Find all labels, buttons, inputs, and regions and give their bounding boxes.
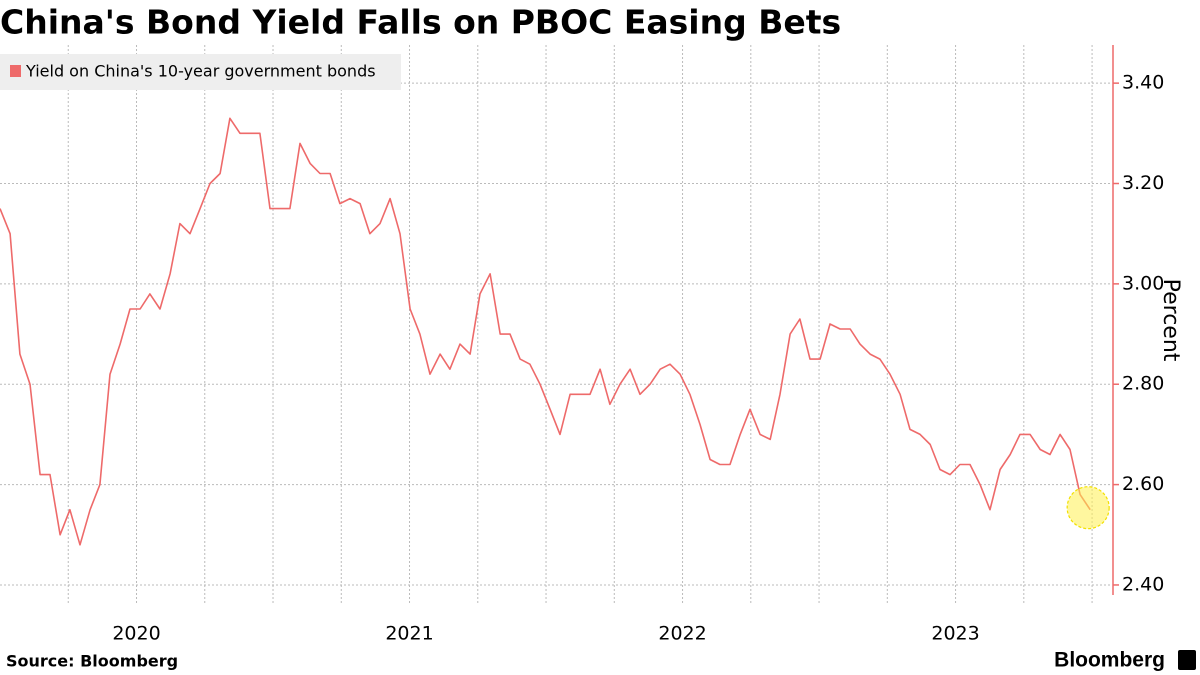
legend-label: Yield on China's 10-year government bond… (25, 62, 376, 81)
y-tick-label: 2.40 (1122, 573, 1164, 595)
chart-title: China's Bond Yield Falls on PBOC Easing … (0, 3, 841, 42)
y-tick-label: 3.40 (1122, 72, 1164, 94)
y-tick-label: 2.60 (1122, 473, 1164, 495)
x-tick-label: 2020 (112, 623, 160, 645)
series-line (0, 117, 1091, 546)
highlight (1066, 486, 1110, 530)
brand-icon (1178, 650, 1196, 670)
y-tick-label: 3.00 (1122, 272, 1164, 294)
brand: Bloomberg (1054, 649, 1165, 672)
y-axis-label: Percent (1158, 279, 1183, 362)
x-tick-label: 2022 (658, 623, 706, 645)
legend: Yield on China's 10-year government bond… (0, 54, 401, 90)
y-tick-label: 3.20 (1122, 172, 1164, 194)
x-tick-label: 2023 (931, 623, 979, 645)
y-tick-label: 2.80 (1122, 373, 1164, 395)
x-tick-label: 2021 (385, 623, 433, 645)
source: Source: Bloomberg (6, 652, 178, 671)
legend-swatch (10, 65, 21, 77)
legend-box (0, 54, 401, 90)
